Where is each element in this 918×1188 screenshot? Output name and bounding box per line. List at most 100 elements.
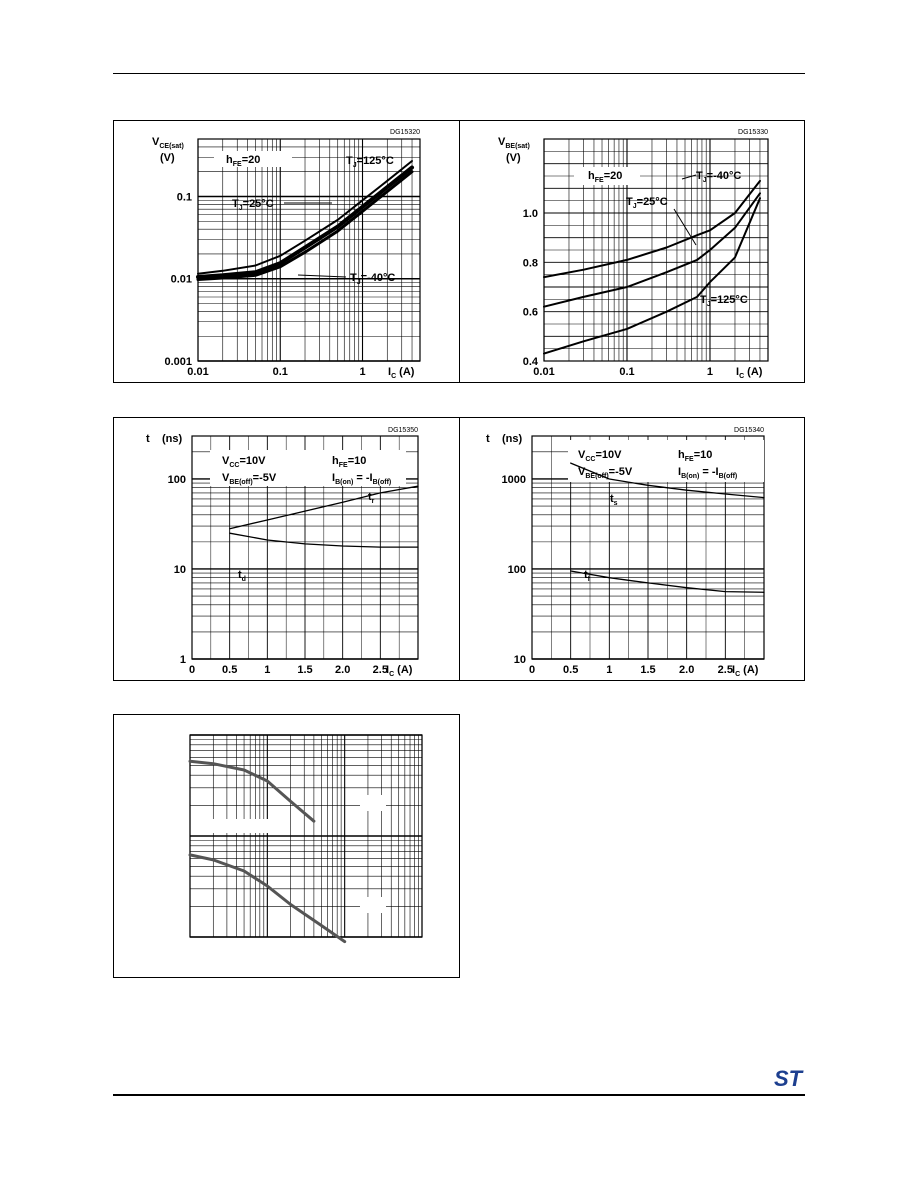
series-label: tf: [584, 569, 591, 583]
series-line: [229, 532, 419, 548]
y-axis-label: VCE(sat): [152, 136, 184, 150]
y-axis-label: t: [486, 433, 490, 445]
y-tick-label: 0.1: [177, 191, 192, 203]
x-tick-label: 1.5: [297, 664, 312, 676]
x-tick-label: 1: [264, 664, 270, 676]
label-mask: [360, 897, 386, 913]
x-tick-label: 0.01: [533, 366, 554, 378]
series-line: [188, 759, 316, 823]
series-line: [229, 485, 419, 530]
series-line: [196, 165, 414, 279]
series-label: TJ=-40°C: [350, 272, 395, 286]
chart-ton: DG15350 0 0.5 1 1.5 2.0 2.5 1 10 100 t (ns) IC (A) VC…: [146, 427, 419, 678]
plot-frame: [189, 734, 423, 938]
x-tick-label: 0: [529, 664, 535, 676]
series-label: TJ=25°C: [232, 198, 274, 212]
chart-toff: DG15340 0 0.5 1 1.5 2.0 2.5 10 100 1000 t (ns) IC (A…: [486, 427, 765, 678]
x-axis-label: IC (A): [388, 366, 415, 380]
y-axis-unit: (V): [506, 152, 521, 164]
panel-ton: DG15350 0 0.5 1 1.5 2.0 2.5 1 10 100 t (ns) IC (A) VC…: [113, 417, 460, 681]
panel-vcesat: DG15320 0.01 0.1 1 0.001 0.01 0.1 VCE(sat) (V) IC…: [113, 120, 460, 383]
y-axis-label: VBE(sat): [498, 136, 530, 150]
y-tick-label: 0.6: [523, 307, 538, 319]
x-tick-label: 1.5: [640, 664, 655, 676]
series-label: TJ=-40°C: [696, 170, 741, 184]
plot-frame: [531, 435, 765, 660]
condition-label: IB(on) = -IB(off): [332, 472, 391, 486]
series-line: [197, 160, 413, 275]
x-tick-label: 0.1: [273, 366, 288, 378]
x-tick-label: 0.01: [187, 366, 208, 378]
series-line: [570, 570, 765, 593]
y-tick-label: 0.001: [164, 356, 192, 368]
x-tick-label: 2.5: [718, 664, 733, 676]
chart-code: DG15350: [388, 427, 418, 434]
y-tick-label: 100: [168, 474, 186, 486]
series-line: [188, 853, 347, 944]
series-label: tr: [368, 491, 375, 505]
y-tick-label: 10: [174, 564, 186, 576]
x-axis-label: IC (A): [386, 664, 413, 678]
x-tick-label: 2.5: [373, 664, 388, 676]
series-pointer: [681, 174, 697, 180]
conditions-box: [574, 167, 640, 185]
series-line: [543, 192, 761, 308]
condition-label: hFE=10: [678, 449, 712, 463]
x-axis-label: IC (A): [732, 664, 759, 678]
series-pointer: [297, 274, 347, 278]
series-pointer: [673, 208, 697, 246]
panel-vbesat: DG15330 0.01 0.1 1 0.4 0.6 0.8 1.0 VBE(sat) (V) IC…: [459, 120, 805, 383]
x-tick-label: 0: [189, 664, 195, 676]
series-label: TJ=125°C: [346, 155, 394, 169]
y-axis-unit: (ns): [162, 433, 183, 445]
panel-unlabeled: [113, 714, 460, 978]
x-tick-label: 1: [359, 366, 365, 378]
x-axis-label: IC (A): [736, 366, 763, 380]
chart-code: DG15320: [390, 129, 420, 136]
y-tick-label: 0.01: [171, 274, 192, 286]
conditions-box: [214, 151, 292, 167]
condition-label: IB(on) = -IB(off): [678, 466, 737, 480]
series-line: [196, 170, 414, 281]
label-mask: [360, 795, 386, 811]
condition-label: hFE=20: [588, 170, 622, 184]
y-tick-label: 0.4: [523, 356, 539, 368]
panel-toff: DG15340 0 0.5 1 1.5 2.0 2.5 10 100 1000 t (ns) IC (A…: [459, 417, 805, 681]
series-label: TJ=25°C: [626, 196, 668, 210]
y-tick-label: 1: [180, 654, 186, 666]
st-logo-text: ST: [774, 1066, 804, 1090]
y-axis-label: t: [146, 433, 150, 445]
condition-label: VBE(off)=-5V: [578, 466, 633, 480]
bottom-rule: [113, 1094, 805, 1096]
series-line: [570, 462, 765, 499]
series-label: TJ=125°C: [700, 294, 748, 308]
series-label: ts: [610, 493, 618, 507]
y-tick-label: 0.8: [523, 257, 538, 269]
x-tick-label: 0.5: [563, 664, 578, 676]
chart-vbesat: DG15330 0.01 0.1 1 0.4 0.6 0.8 1.0 VBE(sat) (V) IC…: [498, 129, 769, 380]
series-line: [543, 179, 761, 279]
y-tick-label: 1000: [502, 474, 526, 486]
top-rule: [113, 73, 805, 74]
y-axis-unit: (ns): [502, 433, 523, 445]
y-tick-label: 100: [508, 564, 526, 576]
label-mask: [206, 819, 270, 833]
series-line: [543, 197, 761, 355]
condition-label: hFE=20: [226, 154, 260, 168]
chart-unlabeled: [188, 734, 423, 944]
x-tick-label: 1: [606, 664, 612, 676]
condition-label: VCC=10V: [578, 449, 622, 463]
x-tick-label: 0.5: [222, 664, 237, 676]
conditions-box: [210, 450, 406, 486]
st-logo: ST: [774, 1066, 804, 1090]
condition-label: hFE=10: [332, 455, 366, 469]
y-axis-unit: (V): [160, 152, 175, 164]
x-tick-label: 2.0: [679, 664, 694, 676]
chart-code: DG15340: [734, 427, 764, 434]
condition-label: VCC=10V: [222, 455, 266, 469]
chart-code: DG15330: [738, 129, 768, 136]
plot-frame: [543, 138, 769, 362]
x-tick-label: 2.0: [335, 664, 350, 676]
y-tick-label: 1.0: [523, 208, 538, 220]
